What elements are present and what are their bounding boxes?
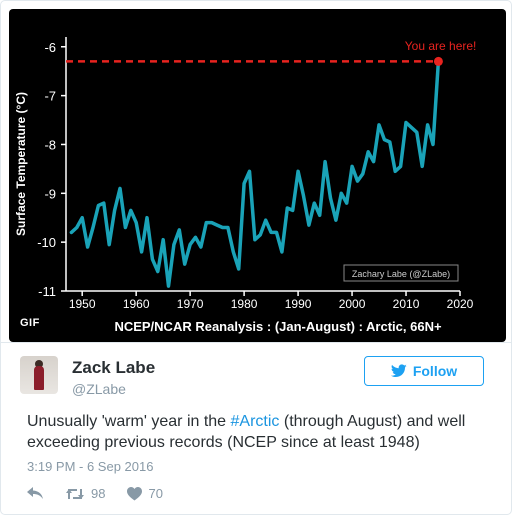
avatar[interactable] [20,356,58,394]
user-handle[interactable]: @ZLabe [72,381,126,397]
like-button[interactable]: 70 [127,486,163,501]
temperature-chart: -6 -7 -8 -9 -10 -11 1950 1960 1970 1980 1990 2000 20… [14,37,477,334]
current-year-marker [433,56,443,66]
follow-label: Follow [412,363,458,379]
x-tick-label: 1950 [69,297,96,311]
user-name[interactable]: Zack Labe [72,358,156,377]
y-tick-label: -11 [38,284,56,299]
avatar-figure [34,366,44,390]
retweet-icon [66,488,84,499]
tweet-text-before: Unusually 'warm' year in the [27,413,231,430]
tweet-media-gif[interactable]: -6 -7 -8 -9 -10 -11 1950 1960 1970 1980 1990 2000 20… [9,9,506,342]
credit-box [343,264,459,282]
gif-badge: GIF [20,317,40,329]
you-are-here-label: You are here! [405,39,477,53]
tweet-actions: 98 70 [27,486,185,501]
temperature-series-line [69,59,441,288]
follow-button[interactable]: Follow [364,356,484,386]
x-tick-label: 2010 [393,297,420,311]
retweet-button[interactable]: 98 [65,486,105,501]
tweet-text-after: (through August) and well exceeding prev… [27,413,466,451]
y-tick-label: -9 [44,186,56,201]
retweet-count: 98 [91,486,106,501]
x-tick-label: 2000 [339,297,366,311]
tweet-text: Unusually 'warm' year in the #Arctic (th… [27,411,487,453]
tweet-timestamp[interactable]: 3:19 PM - 6 Sep 2016 [27,459,154,474]
x-tick-label: 2020 [447,297,474,311]
heart-icon [127,486,143,500]
like-count: 70 [148,486,163,501]
avatar-head [35,360,43,368]
y-axis-label: Surface Temperature (°C) [14,92,28,236]
x-tick-label: 1970 [177,297,204,311]
media-divider [1,342,511,343]
y-tick-label: -8 [44,137,56,152]
y-tick-label: -10 [37,235,56,250]
x-tick-label: 1960 [123,297,150,311]
chart-title: NCEP/NCAR Reanalysis : (Jan-August) : Ar… [114,319,442,334]
y-tick-label: -7 [44,89,56,104]
y-tick-label: -6 [44,40,56,55]
reply-icon [27,486,43,499]
credit-label: Zachary Labe (@ZLabe) [352,269,450,279]
x-tick-label: 1990 [285,297,312,311]
reply-button[interactable] [27,486,43,501]
twitter-bird-icon [390,364,407,377]
hashtag-link[interactable]: #Arctic [230,413,280,430]
x-tick-label: 1980 [231,297,258,311]
